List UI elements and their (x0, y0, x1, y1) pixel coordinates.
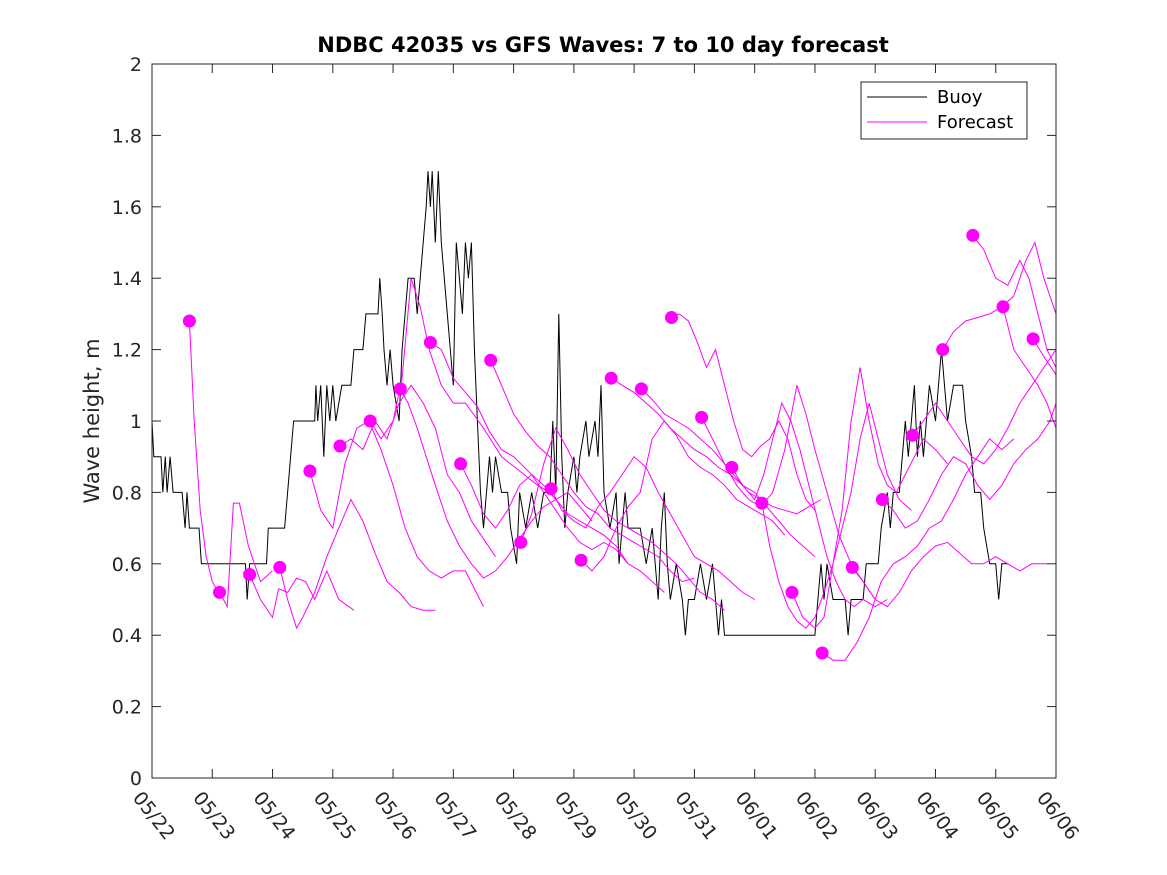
forecast-run-line (821, 438, 1015, 661)
y-axis-ticks: 0 0.2 0.4 0.6 0.8 1 1.2 1.4 1.6 1.8 2 (112, 54, 1056, 790)
forecast-start-marker (454, 457, 468, 471)
forecast-start-marker (484, 353, 498, 367)
forecast-run-line (882, 402, 1057, 529)
buoy-series-line (151, 171, 1008, 636)
forecast-run-line (731, 401, 888, 608)
forecast-run-line (279, 498, 436, 630)
forecast-start-marker (303, 464, 317, 478)
y-tick-label: 0.2 (112, 697, 142, 719)
forecast-run-line (580, 420, 786, 572)
forecast-start-marker (815, 646, 829, 660)
y-tick-label: 1.6 (112, 197, 142, 219)
forecast-start-marker (845, 560, 859, 574)
forecast-run-line (188, 320, 219, 593)
forecast-run-line (490, 360, 695, 583)
forecast-run-line (1032, 338, 1057, 375)
forecast-run-line (671, 313, 816, 511)
forecast-start-marker (725, 460, 739, 474)
forecast-start-marker (574, 553, 588, 567)
y-tick-label: 0.4 (112, 625, 142, 647)
legend-box (860, 81, 1028, 140)
forecast-run-line (520, 426, 725, 611)
forecast-start-marker (182, 314, 196, 328)
forecast-start-marker (695, 410, 709, 424)
legend: Buoy Forecast (860, 81, 1028, 140)
forecast-start-marker (514, 535, 528, 549)
forecast-run-line (249, 569, 355, 619)
forecast-run-line (399, 388, 593, 579)
forecast-start-marker (966, 228, 980, 242)
y-tick-label: 1.4 (112, 268, 142, 290)
buoy-layer (151, 171, 1008, 636)
forecast-run-line (219, 502, 273, 609)
forecast-start-marker (363, 414, 377, 428)
forecast-run-line (309, 420, 484, 607)
legend-forecast-label: Forecast (937, 112, 1013, 133)
y-tick-label: 1 (130, 411, 142, 433)
forecast-start-marker (243, 568, 257, 581)
y-tick-label: 1.8 (112, 125, 142, 147)
forecast-start-marker (544, 482, 558, 496)
forecast-run-line (851, 541, 1047, 608)
y-tick-label: 1.2 (112, 340, 142, 362)
forecast-start-marker (1026, 332, 1040, 346)
forecast-start-marker (393, 382, 407, 396)
forecast-run-line (791, 367, 948, 629)
legend-buoy-label: Buoy (937, 87, 983, 108)
forecast-start-marker (875, 493, 889, 506)
forecast-run-line (1002, 306, 1057, 429)
forecast-start-marker (936, 343, 950, 357)
forecast-run-line (550, 455, 755, 600)
forecast-run-line (610, 377, 816, 558)
forecast-start-marker (906, 428, 920, 442)
forecast-run-line (972, 235, 1057, 368)
forecast-start-marker (755, 496, 769, 510)
y-tick-label: 0.6 (112, 554, 142, 576)
y-tick-label: 0 (130, 768, 142, 790)
plot-area: 00.20.40.60.811.21.41.61.82 05/22 05/23 05… (112, 54, 1083, 844)
forecast-start-marker (213, 585, 226, 599)
forecast-start-marker (604, 371, 618, 385)
forecast-run-line (339, 384, 496, 557)
forecast-run-line (701, 385, 876, 600)
forecast-start-marker (273, 560, 287, 574)
forecast-start-marker (634, 382, 648, 396)
y-tick-label: 2 (130, 54, 142, 76)
forecast-start-marker (423, 336, 437, 349)
forecast-layer (188, 235, 1057, 661)
forecast-start-marker (665, 311, 678, 324)
y-axis-label: Wave height, m (80, 338, 104, 503)
forecast-start-marker (785, 585, 799, 599)
forecast-run-line (369, 278, 563, 508)
forecast-run-line (912, 349, 1057, 465)
chart-title: NDBC 42035 vs GFS Waves: 7 to 10 day for… (317, 33, 888, 57)
forecast-run-line (460, 463, 665, 593)
forecast-start-marker (333, 439, 347, 453)
forecast-start-marker (996, 300, 1010, 314)
y-tick-label: 0.8 (112, 482, 142, 504)
forecast-start-markers (182, 228, 1040, 660)
